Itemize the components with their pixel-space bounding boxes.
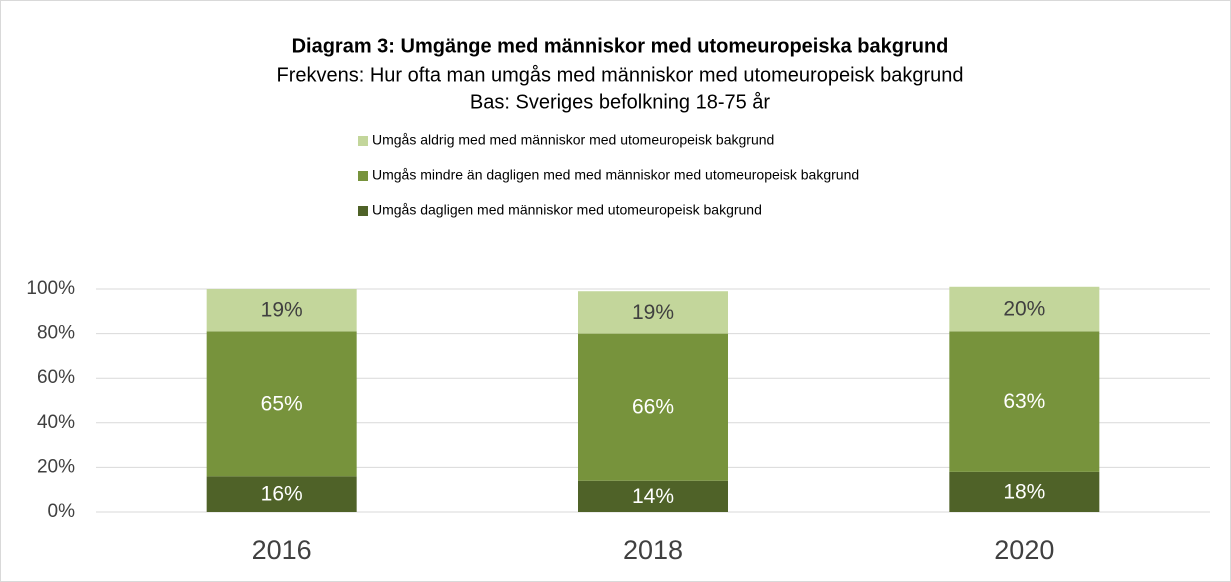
data-label: 19% bbox=[632, 301, 674, 324]
x-tick-label: 2016 bbox=[252, 535, 312, 565]
bar-segment bbox=[949, 286, 1100, 332]
data-label: 19% bbox=[261, 299, 303, 322]
y-tick-label: 80% bbox=[37, 323, 75, 344]
y-tick-label: 40% bbox=[37, 412, 75, 433]
y-tick-label: 0% bbox=[48, 501, 76, 522]
bar-segment bbox=[578, 333, 728, 481]
x-tick-label: 2018 bbox=[623, 535, 683, 565]
data-label: 66% bbox=[632, 396, 674, 419]
bar-segment bbox=[949, 331, 1100, 472]
chart-subtitle: Frekvens: Hur ofta man umgås med människ… bbox=[277, 64, 964, 86]
data-label: 63% bbox=[1003, 390, 1045, 413]
bar-segment bbox=[206, 331, 357, 477]
bar-segment bbox=[206, 289, 357, 332]
bar-segment bbox=[949, 471, 1100, 512]
y-tick-label: 60% bbox=[37, 367, 75, 388]
legend-label: Umgås aldrig med med människor med utome… bbox=[372, 132, 774, 148]
bar-segment bbox=[206, 476, 357, 512]
data-label: 18% bbox=[1003, 480, 1045, 503]
x-tick-label: 2020 bbox=[994, 535, 1054, 565]
legend-swatch bbox=[358, 206, 368, 216]
bar-segment bbox=[578, 480, 728, 512]
data-label: 65% bbox=[261, 392, 303, 415]
bar-segment bbox=[578, 291, 728, 334]
y-tick-label: 100% bbox=[26, 278, 75, 299]
data-label: 14% bbox=[632, 485, 674, 508]
data-label: 16% bbox=[261, 483, 303, 506]
y-tick-label: 20% bbox=[37, 456, 75, 477]
legend-label: Umgås mindre än dagligen med med människ… bbox=[372, 167, 859, 183]
legend-label: Umgås dagligen med människor med utomeur… bbox=[372, 202, 762, 218]
data-label: 20% bbox=[1003, 298, 1045, 321]
chart-subtitle: Bas: Sveriges befolkning 18-75 år bbox=[470, 91, 771, 113]
chart-title: Diagram 3: Umgänge med människor med uto… bbox=[292, 35, 949, 57]
legend-swatch bbox=[358, 136, 368, 146]
legend-swatch bbox=[358, 171, 368, 181]
